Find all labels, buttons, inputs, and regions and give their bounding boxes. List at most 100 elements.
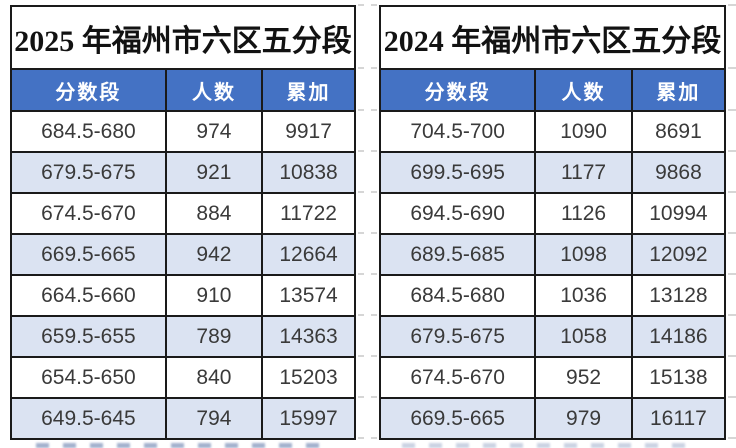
score-range-cell: 649.5-645 (10, 397, 167, 440)
table-row: 699.5-695 1177 9868 (378, 151, 727, 194)
table-row: 679.5-675 1058 14186 (378, 315, 727, 358)
gridline-dash (358, 232, 377, 234)
count-cell: 952 (534, 356, 633, 399)
table-title-row: 2025 年福州市六区五分段 (10, 5, 356, 70)
cumulative-cell: 12664 (261, 233, 356, 276)
table-title-row: 2024 年福州市六区五分段 (379, 5, 726, 70)
cumulative-cell: 14186 (630, 315, 727, 358)
gridline-dash (358, 314, 377, 316)
gridline-dash (358, 150, 377, 152)
count-cell: 974 (164, 110, 264, 153)
count-cell: 794 (164, 397, 264, 440)
table-row: 669.5-665 942 12664 (10, 233, 356, 276)
count-cell: 979 (534, 397, 633, 440)
gridline-dash (358, 191, 377, 193)
table-2024: 2024 年福州市六区五分段 分数段 人数 累加 704.5-700 1090 … (378, 5, 727, 440)
column-header-cumulative: 累加 (261, 68, 356, 112)
count-cell: 921 (164, 151, 264, 194)
count-cell: 1090 (534, 110, 633, 153)
cumulative-cell: 15203 (261, 356, 356, 399)
table-row: 664.5-660 910 13574 (10, 274, 356, 317)
cumulative-cell: 12092 (630, 233, 727, 276)
table-row: 704.5-700 1090 8691 (378, 110, 727, 153)
table-row: 659.5-655 789 14363 (10, 315, 356, 358)
cumulative-cell: 11722 (261, 192, 356, 235)
score-range-cell: 679.5-675 (10, 151, 167, 194)
table-2025: 2025 年福州市六区五分段 分数段 人数 累加 684.5-680 974 9… (10, 5, 356, 440)
table-row: 684.5-680 1036 13128 (378, 274, 727, 317)
table-row: 689.5-685 1098 12092 (378, 233, 727, 276)
count-cell: 789 (164, 315, 264, 358)
score-range-cell: 674.5-670 (10, 192, 167, 235)
count-cell: 1098 (534, 233, 633, 276)
clipped-row-remnant (402, 443, 698, 448)
table-header-row: 分数段 人数 累加 (378, 68, 727, 112)
score-range-cell: 674.5-670 (378, 356, 537, 399)
count-cell: 1058 (534, 315, 633, 358)
cumulative-cell: 8691 (630, 110, 727, 153)
clipped-row-remnant (36, 443, 332, 448)
column-header-cumulative: 累加 (630, 68, 727, 112)
gridline-dash (728, 314, 736, 316)
table-title: 2025 年福州市六区五分段 (10, 5, 356, 70)
score-range-cell: 694.5-690 (378, 192, 537, 235)
score-range-cell: 654.5-650 (10, 356, 167, 399)
count-cell: 840 (164, 356, 264, 399)
gridline-dash (358, 355, 377, 357)
table-row: 674.5-670 884 11722 (10, 192, 356, 235)
score-range-cell: 669.5-665 (10, 233, 167, 276)
cumulative-cell: 15138 (630, 356, 727, 399)
cumulative-cell: 10838 (261, 151, 356, 194)
table-header-row: 分数段 人数 累加 (10, 68, 356, 112)
cumulative-cell: 13128 (630, 274, 727, 317)
gridline-dash (358, 67, 377, 69)
count-cell: 884 (164, 192, 264, 235)
gridline-dash (728, 191, 736, 193)
score-range-cell: 679.5-675 (378, 315, 537, 358)
gridline-dash (358, 396, 377, 398)
score-range-cell: 684.5-680 (10, 110, 167, 153)
count-cell: 910 (164, 274, 264, 317)
cumulative-cell: 9917 (261, 110, 356, 153)
column-header-count: 人数 (164, 68, 264, 112)
count-cell: 1036 (534, 274, 633, 317)
gridline-dash (728, 67, 736, 69)
gridline-dash (728, 150, 736, 152)
score-range-cell: 684.5-680 (378, 274, 537, 317)
table-row: 694.5-690 1126 10994 (378, 192, 727, 235)
cumulative-cell: 15997 (261, 397, 356, 440)
column-header-count: 人数 (534, 68, 633, 112)
score-range-cell: 699.5-695 (378, 151, 537, 194)
gridline-dash (728, 355, 736, 357)
score-range-cell: 689.5-685 (378, 233, 537, 276)
column-header-score-range: 分数段 (378, 68, 537, 112)
cumulative-cell: 13574 (261, 274, 356, 317)
column-header-score-range: 分数段 (10, 68, 167, 112)
gridline-dash (728, 4, 736, 6)
table-row: 684.5-680 974 9917 (10, 110, 356, 153)
table-row: 654.5-650 840 15203 (10, 356, 356, 399)
count-cell: 942 (164, 233, 264, 276)
table-row: 649.5-645 794 15997 (10, 397, 356, 440)
table-title: 2024 年福州市六区五分段 (379, 5, 726, 70)
cumulative-cell: 9868 (630, 151, 727, 194)
gridline-dash (358, 437, 377, 439)
score-range-cell: 664.5-660 (10, 274, 167, 317)
cumulative-cell: 10994 (630, 192, 727, 235)
cumulative-cell: 16117 (630, 397, 727, 440)
count-cell: 1177 (534, 151, 633, 194)
gridline-dash (728, 396, 736, 398)
count-cell: 1126 (534, 192, 633, 235)
gridline-dash (728, 437, 736, 439)
gridline-dash (358, 4, 377, 6)
gridline-dash (358, 109, 377, 111)
table-row: 679.5-675 921 10838 (10, 151, 356, 194)
score-range-cell: 659.5-655 (10, 315, 167, 358)
cumulative-cell: 14363 (261, 315, 356, 358)
score-range-cell: 669.5-665 (378, 397, 537, 440)
gridline-dash (728, 273, 736, 275)
table-row: 669.5-665 979 16117 (378, 397, 727, 440)
gridline-dash (358, 273, 377, 275)
gridline-dash (728, 232, 736, 234)
